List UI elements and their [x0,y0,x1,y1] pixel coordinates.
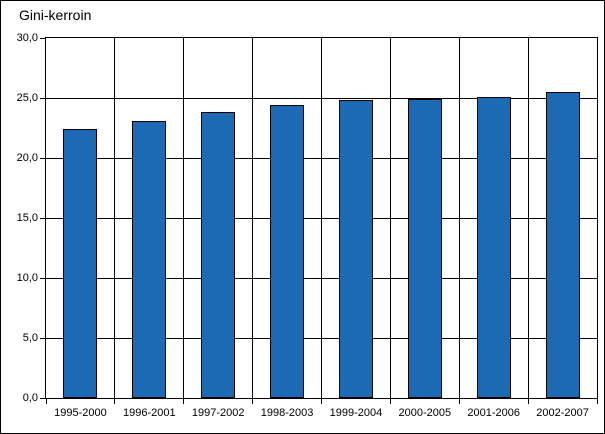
x-axis-tick [252,398,254,404]
y-tick-label: 0,0 [22,392,38,404]
y-axis-tick [40,217,45,219]
x-gridline [389,38,391,398]
x-tick-label: 1999-2004 [329,407,383,419]
y-axis-tick [40,337,45,339]
x-gridline [114,38,116,398]
bar [63,129,98,398]
y-tick-label: 25,0 [16,92,38,104]
y-axis-tick [40,157,45,159]
x-tick-label: 1996-2001 [123,407,176,419]
x-gridline [183,38,185,398]
y-axis-tick [40,97,45,99]
y-tick-label: 5,0 [22,332,38,344]
x-axis-tick [389,398,391,404]
x-gridline [252,38,254,398]
bar [270,105,305,398]
chart-title: Gini-kerroin [19,7,92,23]
y-tick-label: 20,0 [16,152,38,164]
x-axis-tick [596,398,598,404]
x-gridline [527,38,529,398]
x-tick-label: 1998-2003 [260,407,314,419]
y-tick-label: 15,0 [16,212,38,224]
bar [476,96,511,398]
x-axis-tick [114,398,116,404]
x-gridline [458,38,460,398]
x-axis-tick [183,398,185,404]
x-axis-tick [527,398,529,404]
x-tick-label: 2001-2006 [467,407,520,419]
x-gridline [321,38,322,398]
x-tick-label: 1997-2002 [191,407,245,419]
x-axis-tick [45,398,47,404]
bar [132,120,167,398]
bar [338,100,373,398]
y-tick-label: 10,0 [16,272,38,284]
bar [407,99,442,398]
x-tick-label: 1995-2000 [54,407,107,419]
y-axis-tick [40,37,45,39]
x-tick-label: 2000-2005 [398,407,452,419]
y-tick-label: 30,0 [16,32,38,44]
x-axis-tick [321,398,322,404]
x-axis-tick [458,398,460,404]
bar [201,112,236,398]
y-axis-tick [40,397,45,399]
y-axis-tick [40,277,45,279]
x-tick-label: 2002-2007 [536,407,589,419]
bar [545,92,580,398]
